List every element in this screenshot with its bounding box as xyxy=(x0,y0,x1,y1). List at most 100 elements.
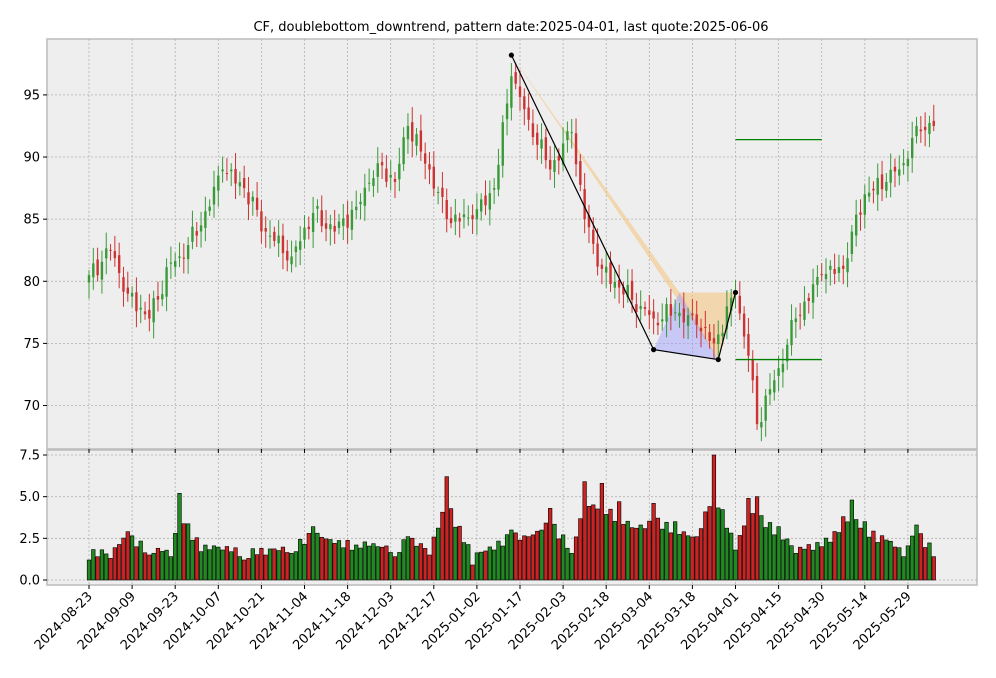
candle-body xyxy=(182,257,186,259)
candle-body xyxy=(540,139,543,149)
candle-body xyxy=(221,169,224,172)
candle-body xyxy=(842,265,845,269)
candle-body xyxy=(475,209,479,220)
candle-body xyxy=(898,169,901,176)
candle-body xyxy=(238,182,242,187)
volume-bar xyxy=(724,527,729,581)
candle-body xyxy=(298,241,302,250)
volume-bar xyxy=(130,535,135,581)
volume-bar xyxy=(500,545,505,581)
candle-body xyxy=(811,284,815,303)
volume-bar xyxy=(810,549,816,581)
volume-bar xyxy=(798,546,803,581)
volume-bar xyxy=(599,483,604,581)
candle-body xyxy=(389,174,392,178)
candle-body xyxy=(467,217,470,219)
volume-bar xyxy=(341,547,346,581)
candle-body xyxy=(342,218,345,226)
pattern-fill-blue xyxy=(653,292,719,360)
candle-body xyxy=(87,275,91,283)
volume-bar xyxy=(647,520,652,581)
candle-body xyxy=(561,143,565,165)
volume-bar xyxy=(483,550,488,581)
volume-bar xyxy=(746,498,751,581)
candle-body xyxy=(755,376,759,425)
candle-body xyxy=(643,307,647,309)
candle-body xyxy=(273,231,276,241)
volume-bar xyxy=(793,553,798,581)
candle-body xyxy=(139,307,142,310)
candle-body xyxy=(488,193,492,210)
candle-body xyxy=(169,262,173,264)
volume-bar xyxy=(410,537,415,581)
volume-bar xyxy=(513,532,518,581)
candle-body xyxy=(480,199,483,212)
candle-body xyxy=(105,248,108,259)
volume-bar xyxy=(694,536,699,581)
candle-body xyxy=(212,186,216,205)
candle-body xyxy=(798,314,802,316)
volume-bar xyxy=(668,532,673,581)
candle-body xyxy=(846,258,849,273)
candle-body xyxy=(130,292,134,297)
volume-bar xyxy=(690,536,695,581)
pattern-lines xyxy=(508,52,822,363)
candle-body xyxy=(648,310,651,315)
volume-bar xyxy=(108,558,113,581)
candle-body xyxy=(557,156,560,161)
candle-body xyxy=(751,359,754,381)
candle-body xyxy=(760,422,763,428)
volume-bar xyxy=(155,547,161,581)
volume-bar xyxy=(862,521,867,581)
pattern-fill-orange xyxy=(511,55,736,360)
volume-bar xyxy=(539,529,544,581)
volume-bar xyxy=(392,556,398,581)
volume-bar xyxy=(763,527,768,581)
volume-bar xyxy=(884,539,889,581)
volume-bar xyxy=(207,549,212,581)
candle-body xyxy=(669,304,673,316)
volume-bar xyxy=(160,551,165,581)
price-tick-label: 70 xyxy=(23,399,40,414)
candle-body xyxy=(626,284,629,298)
candle-body xyxy=(514,72,517,84)
volume-bar xyxy=(203,544,208,581)
candle-body xyxy=(286,250,289,261)
candle-body xyxy=(622,286,625,295)
volume-bar xyxy=(638,524,643,581)
candle-body xyxy=(376,163,379,177)
candle-body xyxy=(712,338,716,344)
price-tick-label: 75 xyxy=(23,337,40,352)
candle-body xyxy=(885,181,888,191)
volume-bar xyxy=(280,546,286,581)
candle-body xyxy=(829,265,832,270)
candle-body xyxy=(729,297,733,311)
candle-body xyxy=(773,380,776,393)
candle-body xyxy=(217,175,220,191)
candle-body xyxy=(350,209,354,230)
volume-bar xyxy=(168,556,173,581)
candle-body xyxy=(492,188,496,190)
volume-bar xyxy=(759,515,764,581)
pattern-polyline xyxy=(510,54,737,361)
volume-bar xyxy=(242,559,247,581)
volume-bar xyxy=(306,533,311,581)
candle-body xyxy=(143,311,147,315)
candle-body xyxy=(932,120,935,126)
volume-bar xyxy=(371,543,376,581)
candle-body xyxy=(704,326,707,328)
volume-bar xyxy=(573,536,579,581)
candle-body xyxy=(100,261,104,280)
volume-bar xyxy=(780,539,786,581)
volume-bar xyxy=(927,542,932,581)
volume-bar xyxy=(578,518,583,581)
candle-body xyxy=(781,363,785,373)
volume-bar xyxy=(444,476,449,581)
volume-bar xyxy=(246,558,251,581)
volume-bar xyxy=(466,544,471,581)
volume-bar xyxy=(418,543,423,581)
volume-bar xyxy=(604,514,609,581)
candle-body xyxy=(717,334,720,345)
candle-body xyxy=(911,137,914,159)
candle-body xyxy=(135,292,138,312)
